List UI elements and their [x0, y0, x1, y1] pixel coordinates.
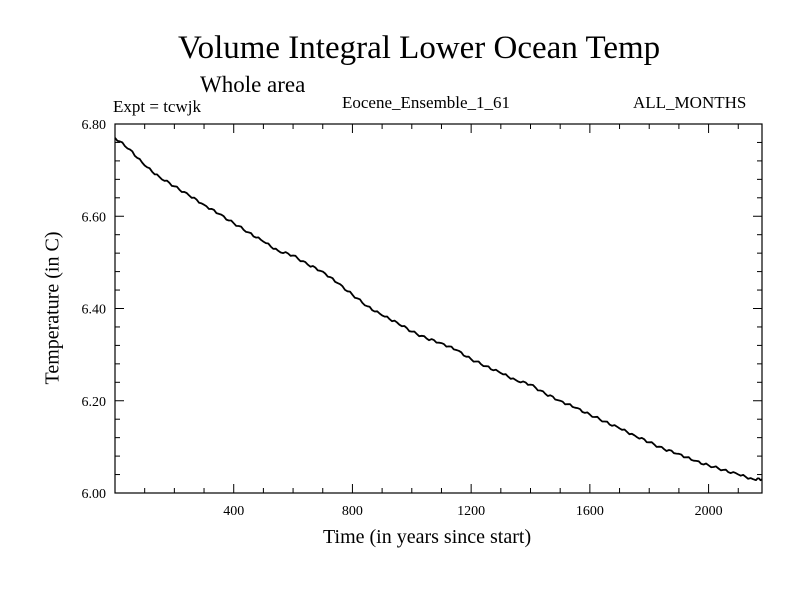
chart-subtitle: Whole area	[200, 72, 306, 97]
x-axis-label: Time (in years since start)	[323, 526, 532, 548]
x-tick-label: 2000	[695, 504, 723, 519]
plot-frame	[114, 123, 763, 494]
y-tick-label: 6.20	[82, 395, 107, 410]
x-tick-label: 1200	[457, 504, 485, 519]
axis-ticks	[115, 124, 762, 493]
y-tick-label: 6.80	[82, 118, 107, 133]
y-tick-label: 6.00	[82, 487, 107, 502]
chart-title: Volume Integral Lower Ocean Temp	[178, 30, 661, 66]
x-tick-label: 1600	[576, 504, 604, 519]
x-tick-label: 800	[342, 504, 363, 519]
x-tick-label: 400	[223, 504, 244, 519]
axis-tick-labels: 400 800 1200 1600 2000 6.00 6.20 6.40 6.60 6.80	[82, 118, 723, 519]
y-axis-label: Temperature (in C)	[41, 231, 64, 385]
y-tick-label: 6.60	[82, 210, 107, 225]
series-line	[114, 137, 763, 482]
months-label: ALL_MONTHS	[633, 93, 747, 112]
y-tick-label: 6.40	[82, 303, 107, 318]
ensemble-label: Eocene_Ensemble_1_61	[342, 93, 511, 112]
experiment-label: Expt = tcwjk	[113, 97, 201, 116]
